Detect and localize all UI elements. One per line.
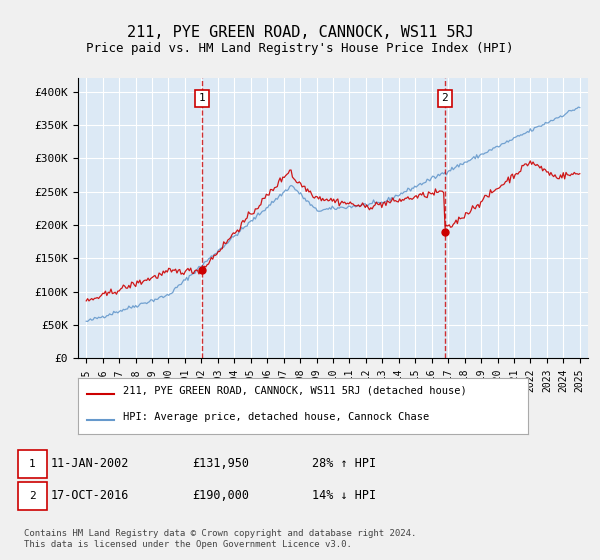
- Text: Contains HM Land Registry data © Crown copyright and database right 2024.
This d: Contains HM Land Registry data © Crown c…: [24, 529, 416, 549]
- Text: £190,000: £190,000: [192, 489, 249, 502]
- FancyBboxPatch shape: [18, 450, 47, 478]
- Text: 211, PYE GREEN ROAD, CANNOCK, WS11 5RJ (detached house): 211, PYE GREEN ROAD, CANNOCK, WS11 5RJ (…: [123, 386, 467, 396]
- Text: 1: 1: [199, 94, 205, 104]
- Text: 211, PYE GREEN ROAD, CANNOCK, WS11 5RJ: 211, PYE GREEN ROAD, CANNOCK, WS11 5RJ: [127, 25, 473, 40]
- Text: 2: 2: [442, 94, 448, 104]
- Text: 14% ↓ HPI: 14% ↓ HPI: [312, 489, 376, 502]
- Text: 17-OCT-2016: 17-OCT-2016: [51, 489, 130, 502]
- FancyBboxPatch shape: [18, 482, 47, 510]
- Text: HPI: Average price, detached house, Cannock Chase: HPI: Average price, detached house, Cann…: [123, 412, 429, 422]
- Text: 28% ↑ HPI: 28% ↑ HPI: [312, 457, 376, 470]
- Text: £131,950: £131,950: [192, 457, 249, 470]
- Text: Price paid vs. HM Land Registry's House Price Index (HPI): Price paid vs. HM Land Registry's House …: [86, 42, 514, 55]
- Text: 11-JAN-2002: 11-JAN-2002: [51, 457, 130, 470]
- Text: 2: 2: [29, 491, 36, 501]
- Text: 1: 1: [29, 459, 36, 469]
